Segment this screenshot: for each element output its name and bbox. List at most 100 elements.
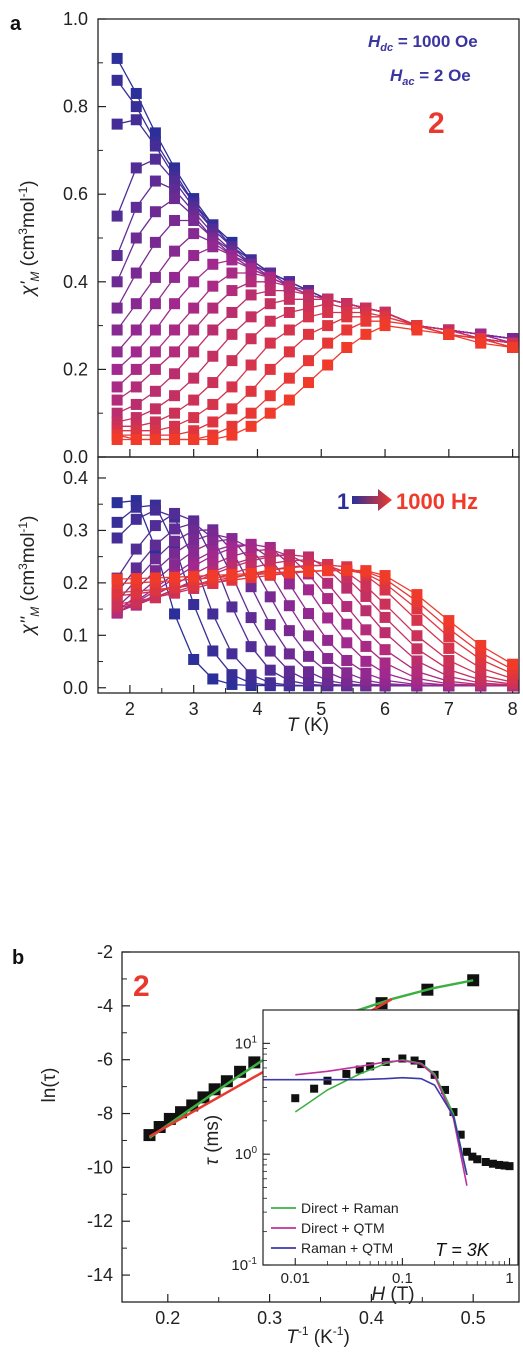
data-point-a-top <box>111 324 123 336</box>
data-point-a-top <box>264 337 276 349</box>
data-point-a-bottom <box>207 608 219 620</box>
ylabel-a-top: χ'M (cm3mol-1) <box>16 180 42 297</box>
data-point-a-top <box>149 346 161 358</box>
xtick-label-a: 4 <box>252 699 262 719</box>
data-point-a-top <box>111 302 123 314</box>
data-point-a-bottom <box>169 547 181 559</box>
data-point-a-bottom <box>188 599 200 611</box>
fit-line-inset <box>263 1076 468 1176</box>
data-point-a-bottom <box>188 653 200 665</box>
data-point-a-top <box>360 315 372 327</box>
xlabel-inset: H (T) <box>371 1284 414 1305</box>
xlabel-b: T-1 (K-1) <box>286 1324 350 1348</box>
data-point-a-bottom <box>130 585 142 597</box>
xtick-label-b: 0.5 <box>461 1308 486 1328</box>
data-point-a-bottom <box>207 569 219 581</box>
data-point-a-top <box>149 324 161 336</box>
xtick-label-a: 2 <box>125 699 135 719</box>
data-point-a-bottom <box>303 650 314 662</box>
data-point-a-top <box>130 363 142 375</box>
data-point-a-top <box>207 350 219 362</box>
data-point-a-bottom <box>379 598 391 610</box>
data-point-inset <box>495 1160 504 1169</box>
data-point-a-top <box>322 306 334 318</box>
data-point-a-bottom <box>226 648 238 660</box>
data-point-a-bottom <box>226 561 238 573</box>
data-point-a-bottom <box>341 601 353 613</box>
data-point-a-top <box>264 407 276 419</box>
data-point-a-bottom <box>360 624 372 636</box>
ytick-label-b: -6 <box>97 1050 113 1070</box>
data-point-a-top <box>264 298 276 310</box>
data-point-a-top <box>130 412 142 424</box>
legend-label: Direct + QTM <box>301 1220 385 1236</box>
data-point-a-bottom <box>245 641 257 653</box>
frequency-arrow-icon <box>352 489 392 511</box>
data-point-a-bottom <box>207 550 219 562</box>
data-point-a-top <box>207 241 219 253</box>
data-point-a-bottom <box>264 645 276 657</box>
data-point-inset <box>473 1155 482 1164</box>
data-point-a-top <box>360 328 372 340</box>
data-point-a-bottom <box>111 573 123 585</box>
inset-background <box>263 1010 518 1265</box>
data-point-a-top <box>207 416 219 428</box>
data-point-a-bottom <box>226 568 238 580</box>
compound-label-b: 2 <box>133 970 150 1003</box>
data-point-a-bottom <box>111 516 123 528</box>
data-point-a-bottom <box>169 507 181 519</box>
data-point-a-top <box>207 302 219 314</box>
data-point-a-top <box>169 214 181 226</box>
data-point-a-top <box>226 381 238 393</box>
data-point-a-top <box>111 250 123 262</box>
data-point-a-top <box>188 276 200 288</box>
data-point-a-bottom <box>188 570 200 582</box>
data-point-a-top <box>149 236 161 248</box>
data-point-a-bottom <box>207 673 219 685</box>
data-point-a-top <box>111 276 123 288</box>
data-point-a-bottom <box>379 667 391 679</box>
data-point-a-bottom <box>411 672 423 684</box>
data-point-a-bottom <box>379 657 391 669</box>
data-point-a-top <box>130 101 142 113</box>
data-point-a-top <box>188 324 200 336</box>
xtick-label-a: 3 <box>189 699 199 719</box>
data-point-a-top <box>245 420 257 432</box>
data-point-a-bottom <box>322 593 334 605</box>
data-point-a-bottom <box>411 655 423 667</box>
data-point-a-top <box>226 267 238 279</box>
data-point-a-top <box>130 346 142 358</box>
data-point-a-bottom <box>169 535 181 547</box>
data-point-a-top <box>283 285 295 297</box>
data-point-b <box>186 1099 199 1112</box>
data-point-a-top <box>188 228 200 240</box>
data-point-a-bottom <box>149 565 161 577</box>
data-point-a-bottom <box>341 667 353 679</box>
data-point-a-top <box>130 298 142 310</box>
data-point-a-bottom <box>111 532 123 544</box>
data-point-a-bottom <box>226 542 238 554</box>
data-point-a-bottom <box>130 501 142 513</box>
data-point-a-top <box>149 363 161 375</box>
data-point-a-top <box>341 311 353 323</box>
data-point-a-top <box>245 333 257 345</box>
data-point-a-bottom <box>207 528 219 540</box>
data-point-a-bottom <box>245 555 257 567</box>
data-point-a-bottom <box>188 545 200 557</box>
data-point-a-bottom <box>322 559 334 571</box>
data-point-a-bottom <box>130 513 142 525</box>
ytick-label-b: -12 <box>87 1211 113 1231</box>
data-point-a-top <box>283 372 295 384</box>
data-point-a-bottom <box>443 664 455 676</box>
data-point-a-bottom <box>322 674 334 686</box>
data-point-a-bottom <box>322 653 334 665</box>
data-point-a-top <box>149 298 161 310</box>
data-point-a-top <box>283 346 295 358</box>
data-point-inset <box>468 1152 477 1161</box>
ytick-label-a-top: 0.6 <box>63 184 88 204</box>
data-point-a-bottom <box>283 665 295 677</box>
data-point-a-top <box>111 346 123 358</box>
data-point-a-top <box>207 258 219 270</box>
series-line-a-top <box>116 298 513 423</box>
data-point-a-bottom <box>360 590 372 602</box>
